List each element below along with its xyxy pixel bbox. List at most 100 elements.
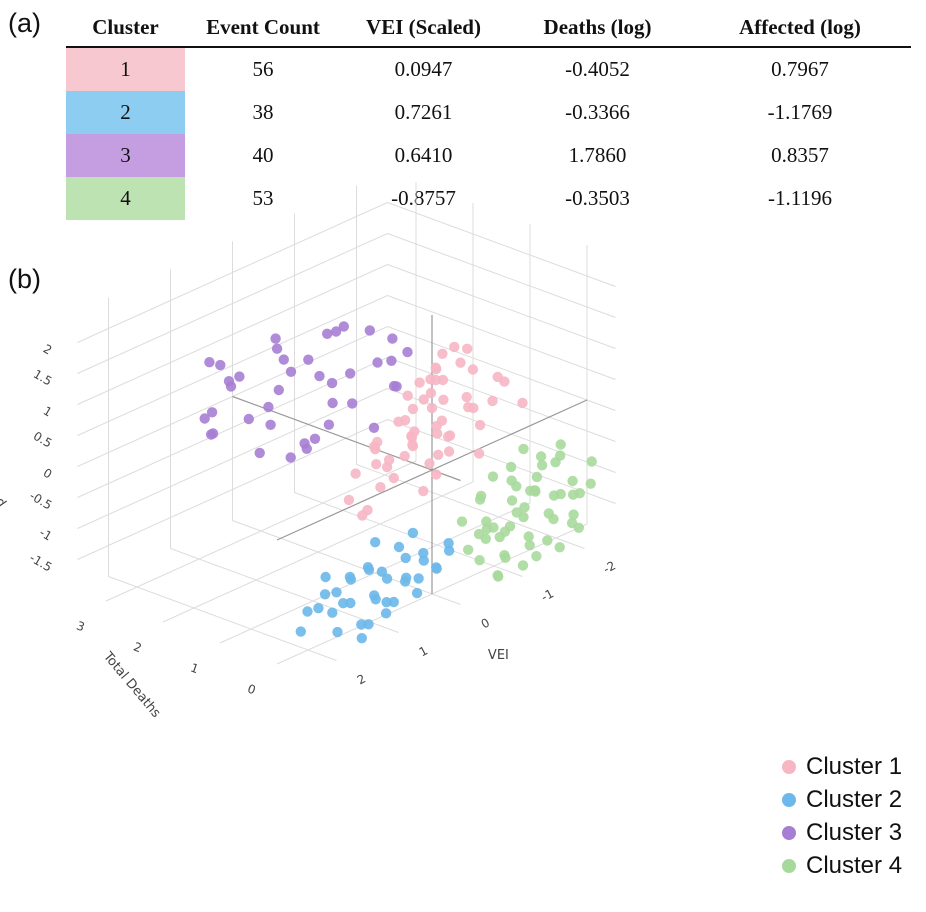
legend-label: Cluster 1 bbox=[806, 752, 903, 780]
cell-affected: -1.1769 bbox=[767, 100, 833, 124]
data-point-cluster-4 bbox=[524, 540, 535, 551]
z-tick-label: -1.5 bbox=[27, 551, 54, 575]
data-point-cluster-3 bbox=[364, 325, 375, 336]
data-point-cluster-1 bbox=[449, 341, 460, 353]
data-point-cluster-1 bbox=[370, 444, 381, 455]
grid-line bbox=[387, 264, 616, 349]
data-point-cluster-4 bbox=[517, 560, 529, 571]
points-layer bbox=[199, 321, 597, 644]
grid-line bbox=[387, 357, 616, 442]
data-point-cluster-1 bbox=[425, 374, 436, 385]
data-point-cluster-2 bbox=[356, 633, 367, 644]
data-point-cluster-1 bbox=[343, 494, 355, 506]
legend-item-cluster-3[interactable]: Cluster 3 bbox=[778, 816, 902, 849]
grid-line bbox=[219, 502, 531, 644]
data-point-cluster-1 bbox=[487, 395, 498, 407]
data-point-cluster-4 bbox=[586, 456, 597, 467]
legend-item-cluster-4[interactable]: Cluster 4 bbox=[778, 849, 902, 882]
data-point-cluster-4 bbox=[500, 552, 511, 563]
data-point-cluster-4 bbox=[456, 516, 468, 527]
data-point-cluster-4 bbox=[506, 495, 518, 506]
cell-event-count: 53 bbox=[252, 186, 274, 210]
data-point-cluster-2 bbox=[411, 587, 423, 599]
data-point-cluster-2 bbox=[407, 527, 419, 539]
table-body: 1 56 0.0947 -0.4052 0.7967 2 38 0.7261 -0.3366 -1… bbox=[66, 47, 911, 220]
data-point-cluster-4 bbox=[536, 460, 548, 471]
data-point-cluster-4 bbox=[487, 471, 499, 482]
cell-cluster: 3 bbox=[66, 134, 185, 177]
cell-vei: 0.6410 bbox=[394, 143, 453, 167]
data-point-cluster-3 bbox=[386, 355, 397, 366]
grid-line bbox=[387, 326, 616, 411]
y-tick-label: 2 bbox=[132, 640, 144, 656]
data-point-cluster-4 bbox=[535, 451, 547, 462]
x-tick-label: 1 bbox=[417, 643, 430, 659]
cell-event-count: 56 bbox=[252, 57, 274, 81]
data-point-cluster-4 bbox=[481, 523, 492, 535]
data-point-cluster-4 bbox=[494, 531, 505, 543]
y-tick-label: 0 bbox=[246, 682, 258, 698]
data-point-cluster-3 bbox=[347, 398, 358, 409]
data-point-cluster-4 bbox=[555, 439, 566, 450]
data-point-cluster-2 bbox=[331, 587, 342, 598]
data-point-cluster-3 bbox=[285, 452, 296, 463]
data-point-cluster-3 bbox=[338, 321, 349, 332]
data-point-cluster-3 bbox=[273, 384, 284, 396]
x-tick-label: -2 bbox=[601, 558, 618, 576]
data-point-cluster-3 bbox=[345, 368, 356, 379]
z-tick-label: 1 bbox=[41, 404, 55, 420]
y-axis-title: Total Deaths bbox=[99, 649, 163, 721]
data-point-cluster-4 bbox=[531, 551, 542, 562]
data-point-cluster-4 bbox=[505, 461, 517, 473]
z-tick-label: 1.5 bbox=[31, 367, 55, 389]
x-tick-label: 0 bbox=[479, 615, 492, 631]
table-row: 1 56 0.0947 -0.4052 0.7967 bbox=[66, 47, 911, 91]
data-point-cluster-2 bbox=[370, 594, 381, 605]
cell-affected: -1.1196 bbox=[768, 186, 832, 210]
legend-label: Cluster 4 bbox=[806, 851, 903, 879]
cell-deaths: -0.3366 bbox=[565, 100, 630, 124]
data-point-cluster-1 bbox=[357, 510, 368, 521]
grid-line bbox=[108, 576, 337, 661]
z-tick-label: 2 bbox=[41, 342, 55, 358]
legend-label: Cluster 2 bbox=[806, 785, 903, 813]
data-point-cluster-4 bbox=[542, 535, 553, 546]
data-point-cluster-2 bbox=[393, 541, 405, 553]
data-point-cluster-3 bbox=[391, 381, 402, 392]
cell-vei: 0.7261 bbox=[394, 100, 453, 124]
grid-line bbox=[170, 548, 399, 633]
z-tick-label: -0.5 bbox=[27, 489, 54, 513]
data-point-cluster-4 bbox=[566, 517, 578, 529]
data-point-cluster-3 bbox=[204, 357, 215, 368]
data-point-cluster-4 bbox=[518, 443, 529, 455]
legend-swatch bbox=[782, 792, 796, 807]
data-point-cluster-3 bbox=[254, 447, 265, 459]
data-point-cluster-3 bbox=[368, 422, 380, 433]
data-point-cluster-4 bbox=[474, 555, 485, 566]
data-point-cluster-3 bbox=[234, 371, 245, 382]
data-point-cluster-3 bbox=[303, 354, 314, 365]
z-tick-label: 0.5 bbox=[31, 429, 55, 451]
data-point-cluster-4 bbox=[525, 485, 536, 496]
data-point-cluster-2 bbox=[376, 566, 388, 577]
legend-label: Cluster 3 bbox=[806, 818, 903, 846]
grid-line bbox=[232, 520, 461, 605]
cell-event-count: 38 bbox=[252, 100, 274, 124]
x-tick-label: 2 bbox=[355, 671, 368, 687]
data-point-cluster-1 bbox=[383, 454, 395, 466]
data-point-cluster-4 bbox=[543, 508, 554, 519]
legend-item-cluster-2[interactable]: Cluster 2 bbox=[778, 783, 902, 816]
legend-item-cluster-1[interactable]: Cluster 1 bbox=[778, 750, 902, 783]
data-point-cluster-1 bbox=[418, 485, 429, 497]
data-point-cluster-3 bbox=[372, 357, 383, 368]
data-point-cluster-1 bbox=[474, 419, 486, 431]
data-point-cluster-1 bbox=[437, 348, 448, 359]
cell-cluster: 2 bbox=[66, 91, 185, 134]
cell-cluster: 4 bbox=[66, 177, 185, 220]
data-point-cluster-3 bbox=[314, 370, 325, 382]
data-point-cluster-4 bbox=[511, 507, 522, 518]
data-point-cluster-4 bbox=[519, 502, 530, 513]
cluster-summary-table: Cluster Event Count VEI (Scaled) Deaths … bbox=[66, 8, 911, 220]
data-point-cluster-1 bbox=[388, 472, 399, 484]
